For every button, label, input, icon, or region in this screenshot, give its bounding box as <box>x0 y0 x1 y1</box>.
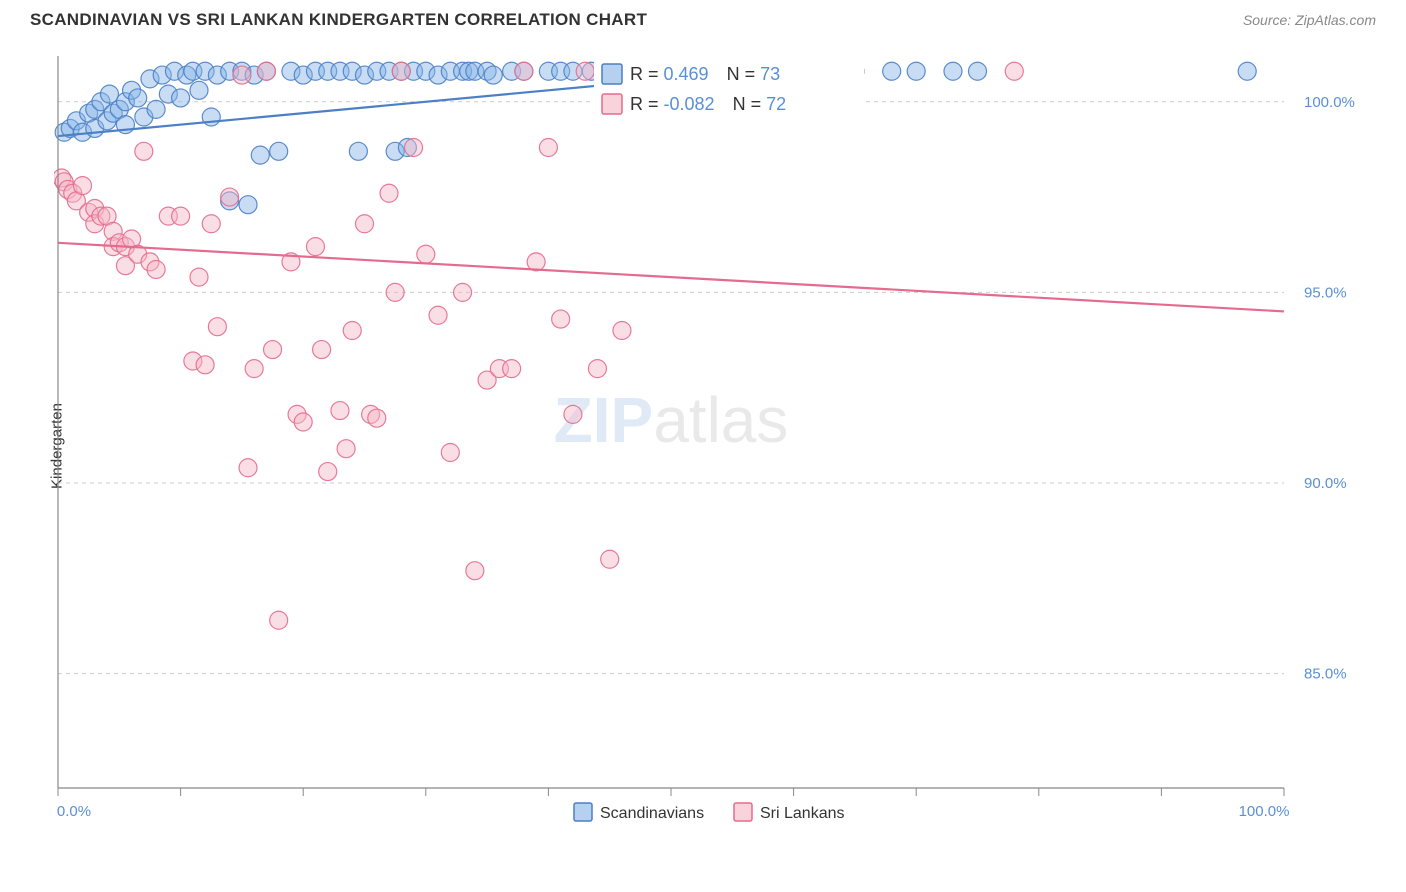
data-point <box>405 139 423 157</box>
data-point <box>349 142 367 160</box>
data-point <box>337 440 355 458</box>
stats-row: R = -0.082N = 72 <box>630 94 786 114</box>
data-point <box>588 360 606 378</box>
data-point <box>613 322 631 340</box>
legend-swatch <box>734 803 752 821</box>
data-point <box>74 177 92 195</box>
data-point <box>245 360 263 378</box>
data-point <box>539 139 557 157</box>
y-tick-label: 90.0% <box>1304 475 1347 492</box>
data-point <box>306 238 324 256</box>
data-point <box>601 550 619 568</box>
scatter-chart: 85.0%90.0%95.0%100.0%ZIPatlas0.0%100.0%R… <box>54 48 1364 808</box>
data-point <box>515 62 533 80</box>
data-point <box>190 268 208 286</box>
data-point <box>270 611 288 629</box>
data-point <box>129 89 147 107</box>
data-point <box>552 310 570 328</box>
data-point <box>466 562 484 580</box>
data-point <box>202 215 220 233</box>
data-point <box>417 245 435 263</box>
data-point <box>343 322 361 340</box>
stats-row: R = 0.469N = 73 <box>630 64 780 84</box>
data-point <box>135 142 153 160</box>
data-point <box>331 402 349 420</box>
data-point <box>196 356 214 374</box>
data-point <box>172 207 190 225</box>
stats-swatch <box>602 64 622 84</box>
data-point <box>147 261 165 279</box>
trend-line <box>58 243 1284 312</box>
stats-swatch <box>602 94 622 114</box>
y-tick-label: 100.0% <box>1304 94 1355 111</box>
data-point <box>356 215 374 233</box>
data-point <box>441 444 459 462</box>
data-point <box>454 283 472 301</box>
data-point <box>270 142 288 160</box>
data-point <box>484 66 502 84</box>
data-point <box>907 62 925 80</box>
data-point <box>264 341 282 359</box>
data-point <box>251 146 269 164</box>
data-point <box>1238 62 1256 80</box>
legend-label: Scandinavians <box>600 805 704 822</box>
data-point <box>257 62 275 80</box>
y-tick-label: 85.0% <box>1304 666 1347 683</box>
y-tick-label: 95.0% <box>1304 284 1347 301</box>
data-point <box>386 283 404 301</box>
data-point <box>503 360 521 378</box>
data-point <box>380 184 398 202</box>
data-point <box>576 62 594 80</box>
data-point <box>100 85 118 103</box>
x-tick-label: 0.0% <box>57 803 91 820</box>
data-point <box>1005 62 1023 80</box>
data-point <box>147 100 165 118</box>
data-point <box>313 341 331 359</box>
data-point <box>172 89 190 107</box>
data-point <box>208 318 226 336</box>
source-attribution: Source: ZipAtlas.com <box>1243 12 1376 28</box>
data-point <box>883 62 901 80</box>
watermark: ZIPatlas <box>554 384 789 456</box>
data-point <box>319 463 337 481</box>
data-point <box>221 188 239 206</box>
x-tick-label: 100.0% <box>1239 803 1290 820</box>
data-point <box>239 459 257 477</box>
data-point <box>368 409 386 427</box>
chart-title: SCANDINAVIAN VS SRI LANKAN KINDERGARTEN … <box>30 10 647 30</box>
data-point <box>294 413 312 431</box>
data-point <box>429 306 447 324</box>
legend-swatch <box>574 803 592 821</box>
data-point <box>944 62 962 80</box>
data-point <box>564 405 582 423</box>
data-point <box>233 66 251 84</box>
data-point <box>239 196 257 214</box>
data-point <box>969 62 987 80</box>
data-point <box>190 81 208 99</box>
legend-label: Sri Lankans <box>760 805 845 822</box>
data-point <box>392 62 410 80</box>
